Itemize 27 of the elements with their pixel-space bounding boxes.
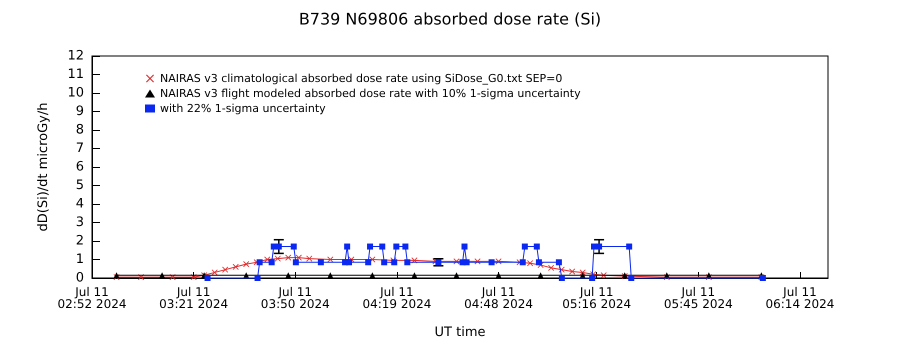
x-tick-label: Jul 11 05:16 2024 [562, 285, 632, 311]
legend-label: NAIRAS v3 flight modeled absorbed dose rate with 10% 1-sigma uncertainty [160, 87, 582, 100]
y-tick-label: 5 [76, 178, 84, 193]
y-tick-label: 0 [76, 270, 84, 286]
y-tick-label: 7 [76, 141, 84, 156]
y-axis-title: dD(Si)/dt microGy/h [36, 102, 51, 232]
y-tick-label: 1 [76, 252, 84, 267]
x-tick-label: Jul 11 05:45 2024 [664, 285, 733, 311]
y-tick-label: 3 [76, 215, 84, 230]
x-tick-label: Jul 11 03:50 2024 [260, 285, 330, 311]
legend-label: with 22% 1-sigma uncertainty [160, 102, 326, 115]
y-tick-label: 8 [76, 122, 84, 138]
y-tick-label: 12 [67, 48, 84, 64]
y-tick-label: 2 [76, 234, 84, 248]
x-tick-label: Jul 11 03:21 2024 [159, 285, 228, 311]
y-tick-label: 4 [76, 196, 84, 212]
y-tick-label: 6 [76, 160, 84, 174]
chart-title: B739 N69806 absorbed dose rate (Si) [298, 10, 602, 28]
x-tick-label: Jul 11 06:14 2024 [765, 285, 834, 311]
x-tick-label: Jul 11 04:19 2024 [362, 285, 432, 311]
y-tick-label: 10 [67, 86, 84, 100]
x-tick-label: Jul 11 04:48 2024 [464, 285, 534, 311]
x-tick-label: Jul 11 02:52 2024 [58, 285, 126, 311]
legend-label: NAIRAS v3 climatological absorbed dose rate using SiDose_G0.txt SEP=0 [160, 72, 562, 85]
y-tick-label: 9 [76, 104, 84, 119]
x-axis-title: UT time [434, 325, 486, 340]
y-tick-label: 11 [67, 67, 84, 82]
